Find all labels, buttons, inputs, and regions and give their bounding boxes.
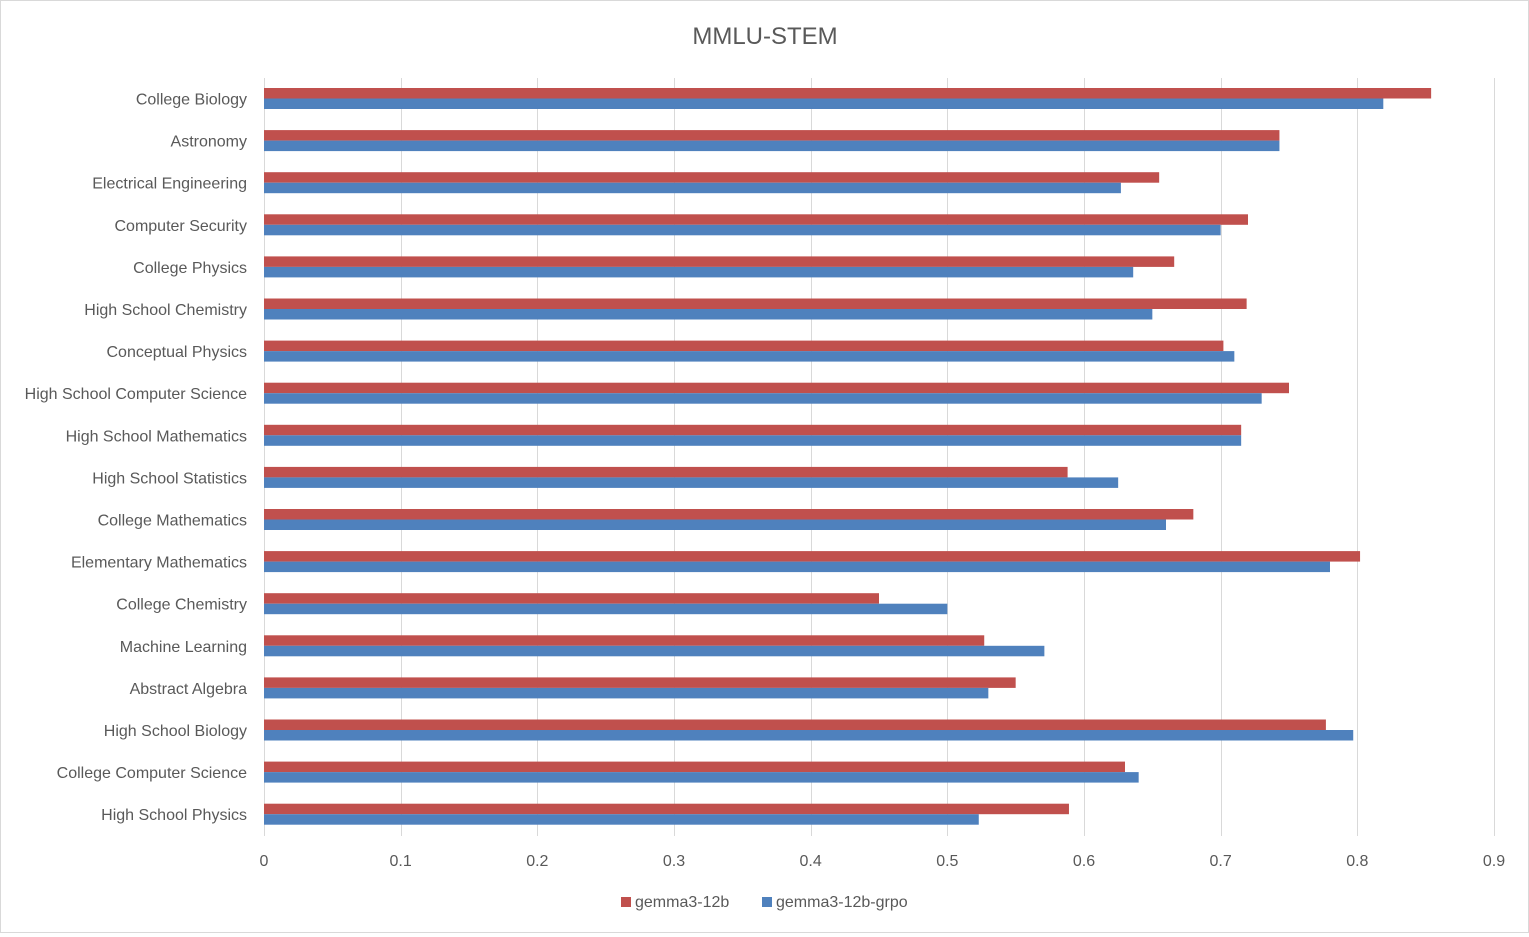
category-label: High School Chemistry	[84, 302, 247, 319]
category-label: High School Statistics	[92, 470, 247, 487]
bar-gemma3-12b	[264, 340, 1224, 352]
category-label: Astronomy	[171, 134, 247, 151]
gridlines	[264, 78, 1495, 836]
category-label: High School Physics	[101, 807, 247, 824]
bar-gemma3-12b-grpo	[264, 224, 1221, 236]
bar-gemma3-12b	[264, 677, 1016, 688]
category-label: College Mathematics	[98, 513, 247, 530]
x-tick-label: 0	[260, 853, 269, 870]
x-tick-label: 0.8	[1346, 853, 1368, 870]
category-label: High School Computer Science	[25, 386, 247, 403]
bar-gemma3-12b-grpo	[264, 814, 979, 825]
x-axis-tick-labels: 0 0.1 0.2 0.3 0.4 0.5 0.6 0.7 0.8 0.9	[260, 853, 1506, 870]
category-label: Electrical Engineering	[92, 176, 247, 193]
bar-gemma3-12b	[264, 382, 1289, 394]
x-tick-label: 0.1	[390, 853, 412, 870]
bar-gemma3-12b-grpo	[264, 519, 1166, 530]
category-label: High School Mathematics	[66, 428, 247, 445]
x-tick-label: 0.5	[936, 853, 958, 870]
bar-gemma3-12b	[264, 466, 1068, 478]
bar-gemma3-12b-grpo	[264, 561, 1330, 573]
bar-gemma3-12b	[264, 424, 1242, 436]
category-label: Abstract Algebra	[130, 681, 248, 698]
bar-gemma3-12b-grpo	[264, 309, 1153, 320]
x-tick-label: 0.2	[526, 853, 548, 870]
category-label: Machine Learning	[120, 639, 247, 656]
bar-gemma3-12b	[264, 719, 1326, 730]
x-tick-label: 0.3	[663, 853, 685, 870]
category-label: College Computer Science	[57, 765, 247, 782]
bar-gemma3-12b-grpo	[264, 98, 1384, 109]
x-tick-label: 0.6	[1073, 853, 1095, 870]
category-labels: College Biology Astronomy Electrical Engin…	[25, 92, 247, 825]
bar-gemma3-12b	[264, 593, 879, 604]
bar-gemma3-12b	[264, 172, 1160, 183]
bar-gemma3-12b	[264, 298, 1247, 309]
bar-gemma3-12b	[264, 88, 1432, 99]
bar-gemma3-12b	[264, 256, 1175, 267]
x-tick-label: 0.4	[800, 853, 822, 870]
chart-title: MMLU-STEM	[692, 23, 837, 50]
bar-gemma3-12b	[264, 214, 1248, 225]
x-tick-label: 0.9	[1483, 853, 1505, 870]
bar-gemma3-12b-grpo	[264, 393, 1262, 404]
category-label: High School Biology	[104, 723, 247, 740]
x-tick-label: 0.7	[1210, 853, 1232, 870]
legend: gemma3-12b gemma3-12b-grpo	[621, 894, 908, 911]
bars	[264, 88, 1432, 825]
bar-gemma3-12b-grpo	[264, 687, 989, 699]
bar-gemma3-12b-grpo	[264, 140, 1280, 152]
legend-label: gemma3-12b	[635, 894, 729, 911]
bar-gemma3-12b	[264, 551, 1361, 562]
bar-gemma3-12b-grpo	[264, 477, 1119, 488]
bar-gemma3-12b-grpo	[264, 645, 1045, 657]
category-label: Elementary Mathematics	[71, 555, 247, 572]
bar-gemma3-12b-grpo	[264, 772, 1139, 783]
legend-label: gemma3-12b-grpo	[776, 894, 908, 911]
category-label: College Physics	[133, 260, 247, 277]
bar-gemma3-12b-grpo	[264, 603, 948, 615]
category-label: Conceptual Physics	[106, 344, 247, 361]
legend-swatch-gemma3-12b	[621, 897, 631, 907]
bar-gemma3-12b	[264, 509, 1194, 520]
bar-gemma3-12b	[264, 130, 1280, 141]
bar-gemma3-12b	[264, 761, 1125, 773]
legend-swatch-gemma3-12b-grpo	[762, 897, 772, 907]
bar-gemma3-12b	[264, 803, 1069, 815]
category-label: Computer Security	[115, 218, 248, 235]
category-label: College Chemistry	[116, 597, 247, 614]
bar-gemma3-12b-grpo	[264, 266, 1134, 278]
bar-gemma3-12b-grpo	[264, 351, 1235, 362]
category-label: College Biology	[136, 92, 247, 109]
bar-gemma3-12b	[264, 635, 985, 646]
bar-gemma3-12b-grpo	[264, 182, 1121, 194]
bar-gemma3-12b-grpo	[264, 730, 1354, 741]
bar-gemma3-12b-grpo	[264, 435, 1242, 446]
